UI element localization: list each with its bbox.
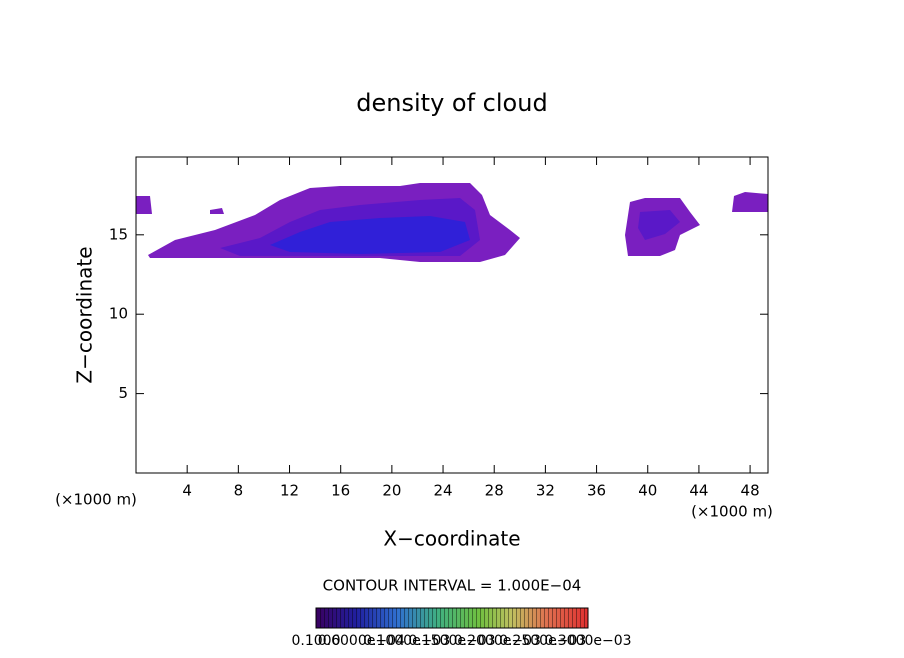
x-unit: (×1000 m)	[691, 503, 773, 521]
x-tick-label: 24	[433, 482, 452, 500]
y-tick-label: 10	[109, 305, 128, 323]
chart-title: density of cloud	[356, 89, 547, 117]
x-tick-label: 20	[382, 482, 401, 500]
y-tick-label: 5	[118, 384, 128, 402]
y-axis-label: Z−coordinate	[73, 246, 97, 383]
colorbar-label: 0.2500e−03	[499, 633, 586, 649]
plot-frame	[135, 156, 769, 474]
x-tick-label: 16	[331, 482, 350, 500]
x-unit: (×1000 m)	[55, 491, 137, 509]
contour-interval: CONTOUR INTERVAL = 1.000E−04	[323, 577, 582, 595]
colorbar-label: 0.1500e−03	[408, 633, 495, 649]
x-tick-label: 4	[182, 482, 192, 500]
x-tick-label: 36	[587, 482, 606, 500]
x-tick-label: 40	[638, 482, 657, 500]
colorbar-label: 0.1000	[292, 633, 341, 649]
colorbar-label: 0.1000e−03	[363, 633, 450, 649]
x-tick-label: 8	[234, 482, 244, 500]
x-tick-label: 32	[536, 482, 555, 500]
y-tick-label: 15	[109, 225, 128, 243]
colorbar-label: 0.6000e−04	[318, 633, 405, 649]
x-tick-label: 44	[689, 482, 708, 500]
x-tick-label: 48	[741, 482, 760, 500]
colorbar-label: 0.2000e−03	[454, 633, 541, 649]
x-axis-label: X−coordinate	[383, 527, 520, 551]
x-tick-label: 28	[485, 482, 504, 500]
cloud	[136, 183, 768, 262]
x-tick-label: 12	[280, 482, 299, 500]
colorbar-frame	[315, 607, 589, 629]
colorbar-label: 0.3000e−03	[544, 633, 631, 649]
